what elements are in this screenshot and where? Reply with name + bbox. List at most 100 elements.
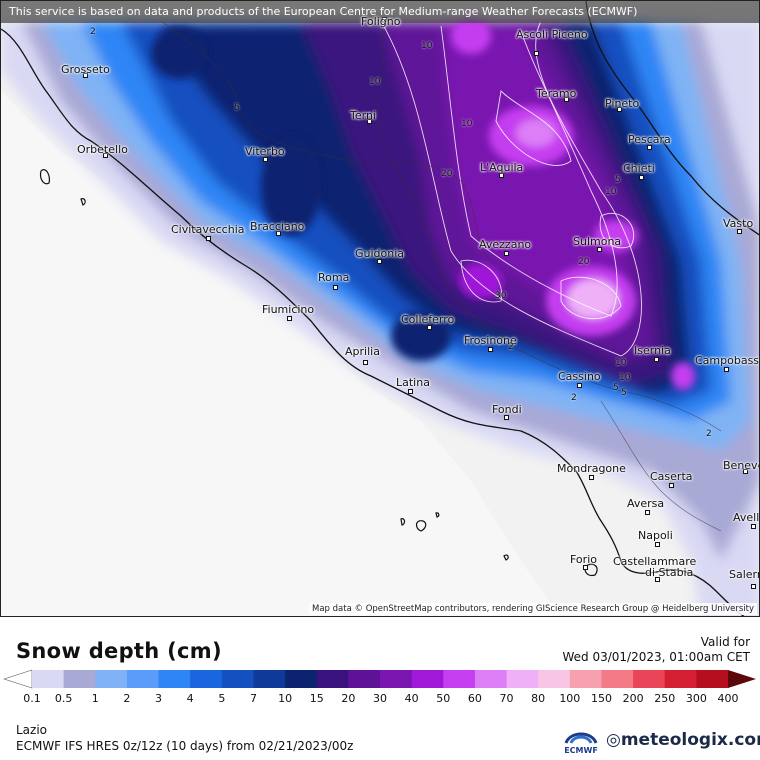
city-marker [564, 97, 569, 102]
snow-patch [594, 220, 638, 252]
city-label[interactable]: Pineto [605, 97, 640, 110]
city-marker [504, 251, 509, 256]
map-view[interactable]: This service is based on data and produc… [0, 0, 760, 617]
color-scale: 0.1 0.5 1 2 3 4 5 7 10 15 20 30 40 50 60 70 80 100 150 200 2… [3, 669, 756, 705]
scale-arrow-high [728, 670, 756, 688]
city-label[interactable]: Napoli [638, 529, 673, 542]
city-label[interactable]: Guidonia [355, 247, 405, 260]
city-marker [589, 475, 594, 480]
scale-tick-label: 150 [591, 692, 612, 705]
city-label[interactable]: Chieti [623, 162, 655, 175]
contour-label: 10 [421, 41, 433, 51]
city-marker [276, 231, 281, 236]
contour-label: 5 [613, 383, 619, 393]
scale-tick-label: 0.1 [23, 692, 41, 705]
city-marker [499, 173, 504, 178]
scale-swatch [32, 670, 65, 688]
valid-for-label: Valid for [700, 635, 750, 649]
city-label[interactable]: Orbetello [77, 143, 128, 156]
scale-tick-label: 3 [155, 692, 162, 705]
city-label[interactable]: Sulmona [573, 235, 622, 248]
contour-label: 20 [578, 257, 590, 267]
city-label[interactable]: Viterbo [245, 145, 285, 158]
city-marker [287, 316, 292, 321]
city-marker [751, 584, 756, 589]
scale-tick-label: 400 [718, 692, 739, 705]
contour-label: 20 [441, 169, 453, 179]
scale-tick-label: 15 [310, 692, 324, 705]
contour-label: 2 [90, 27, 96, 37]
city-marker [583, 565, 588, 570]
city-label[interactable]: Castellammare di Stabia [613, 555, 697, 579]
city-marker [408, 389, 413, 394]
city-label[interactable]: Roma [318, 271, 350, 284]
scale-tick-label: 250 [654, 692, 675, 705]
scale-tick-label: 200 [623, 692, 644, 705]
contour-label: 5 [615, 175, 621, 185]
scale-swatch [443, 670, 476, 688]
data-source-banner: This service is based on data and produc… [1, 1, 759, 23]
city-label[interactable]: Campobasso [695, 354, 760, 367]
snow-patch [261, 136, 321, 236]
scale-tick-label: 100 [559, 692, 580, 705]
city-marker [103, 153, 108, 158]
city-label[interactable]: Fiumicino [262, 303, 315, 316]
city-marker [363, 360, 368, 365]
scale-tick-label: 300 [686, 692, 707, 705]
scale-tick-label: 40 [405, 692, 419, 705]
scale-swatch [538, 670, 571, 688]
city-label[interactable]: Fondi [492, 403, 522, 416]
city-label[interactable]: Grosseto [61, 63, 110, 76]
city-label[interactable]: Terni [350, 109, 376, 122]
city-label[interactable]: Aprilia [345, 345, 380, 358]
scale-swatch [348, 670, 381, 688]
scale-swatch [158, 670, 191, 688]
scale-tick-label: 10 [278, 692, 292, 705]
city-marker [737, 229, 742, 234]
city-label[interactable]: Mondragone [557, 462, 626, 475]
contour-label: 2 [508, 342, 514, 352]
city-label[interactable]: Avezzano [479, 238, 532, 251]
city-label[interactable]: Ascoli Piceno [516, 28, 588, 41]
contour-label: 10 [619, 373, 631, 383]
city-marker [751, 524, 756, 529]
city-marker [83, 73, 88, 78]
contour-label: 10 [461, 119, 473, 129]
city-marker [333, 285, 338, 290]
city-marker [655, 577, 660, 582]
legend-panel: Snow depth (cm) Valid for Wed 03/01/2023… [0, 617, 760, 760]
city-marker [654, 357, 659, 362]
scale-swatch [253, 670, 286, 688]
city-label[interactable]: Benevento [723, 459, 759, 472]
city-label[interactable]: Colleferro [401, 313, 455, 326]
city-label[interactable]: Aversa [627, 497, 665, 510]
scale-tick-label: 50 [436, 692, 450, 705]
scale-swatch [285, 670, 318, 688]
city-label[interactable]: Caserta [650, 470, 693, 483]
snow-patch [516, 119, 556, 147]
snow-patch [391, 311, 451, 361]
city-label[interactable]: Pescara [628, 133, 671, 146]
city-marker [504, 415, 509, 420]
city-label[interactable]: Avellino [733, 511, 760, 524]
city-label[interactable]: Latina [396, 376, 430, 389]
city-label[interactable]: Frosinone [464, 334, 517, 347]
city-marker [724, 367, 729, 372]
meteologix-brand[interactable]: ◎meteologix.com [606, 730, 760, 750]
city-label[interactable]: Vasto [723, 217, 754, 230]
city-marker [743, 469, 748, 474]
city-label[interactable]: Salerno [729, 568, 759, 581]
city-label[interactable]: Isernia [634, 344, 671, 357]
city-label[interactable]: Forio [570, 553, 597, 566]
city-label[interactable]: Bracciano [250, 220, 305, 233]
city-label[interactable]: Teramo [536, 87, 577, 100]
scale-swatch [126, 670, 160, 688]
contour-lines [380, 20, 642, 357]
city-label[interactable]: Foligno [361, 15, 401, 28]
city-marker [655, 542, 660, 547]
city-label[interactable]: Cassino [558, 370, 601, 383]
city-label[interactable]: L'Aquila [480, 161, 524, 174]
map-attribution: Map data © OpenStreetMap contributors, r… [309, 603, 757, 615]
scale-swatch [95, 670, 128, 688]
city-label[interactable]: Civitavecchia [171, 223, 245, 236]
